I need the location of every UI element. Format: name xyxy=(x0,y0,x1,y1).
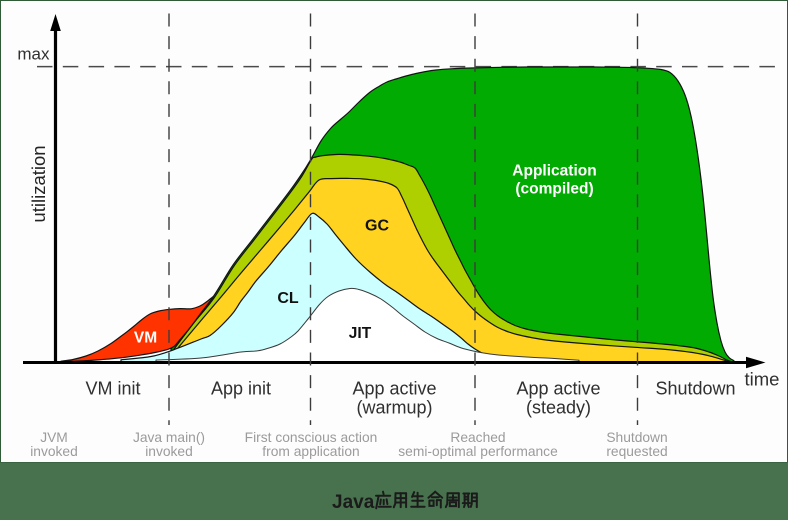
svg-text:max: max xyxy=(17,45,50,64)
svg-text:CL: CL xyxy=(277,290,299,307)
svg-text:JVM: JVM xyxy=(40,430,68,445)
svg-text:semi-optimal performance: semi-optimal performance xyxy=(398,444,558,459)
svg-text:Shutdown: Shutdown xyxy=(655,379,735,399)
svg-text:Shutdown: Shutdown xyxy=(606,430,667,445)
svg-text:Java main(): Java main() xyxy=(133,430,205,445)
svg-text:(steady): (steady) xyxy=(526,398,591,418)
svg-text:Reached: Reached xyxy=(450,430,505,445)
svg-text:requested: requested xyxy=(606,444,667,459)
svg-text:First conscious action: First conscious action xyxy=(245,430,378,445)
svg-text:(compiled): (compiled) xyxy=(515,181,593,198)
svg-text:invoked: invoked xyxy=(145,444,193,459)
svg-text:GC: GC xyxy=(365,218,389,235)
svg-text:(warmup): (warmup) xyxy=(356,398,432,418)
svg-text:utilization: utilization xyxy=(28,145,49,222)
svg-text:JIT: JIT xyxy=(349,325,372,342)
svg-text:invoked: invoked xyxy=(30,444,78,459)
svg-text:App active: App active xyxy=(516,379,600,399)
svg-text:VM: VM xyxy=(134,330,157,347)
svg-text:App active: App active xyxy=(352,379,436,399)
svg-text:Application: Application xyxy=(512,163,596,180)
svg-text:VM init: VM init xyxy=(85,379,140,399)
svg-text:from application: from application xyxy=(262,444,359,459)
svg-text:Java: Java xyxy=(332,492,375,513)
svg-text:time: time xyxy=(745,369,780,390)
svg-text:App init: App init xyxy=(211,379,271,399)
